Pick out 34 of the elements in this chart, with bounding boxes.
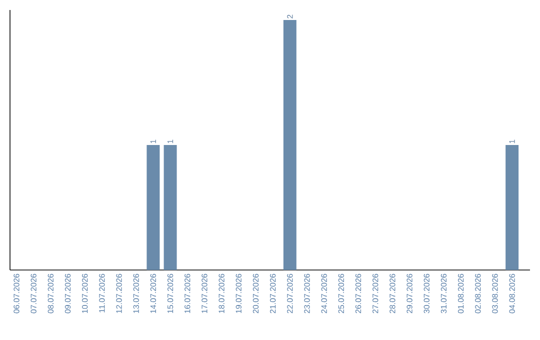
x-tick-label: 21.07.2026 [270, 274, 276, 314]
x-tick-label: 01.08.2026 [458, 274, 464, 314]
x-tick-label: 26.07.2026 [355, 274, 362, 314]
data-label: 1 [509, 140, 515, 144]
x-tick-label: 31.07.2026 [440, 274, 447, 314]
x-tick-label: 22.07.2026 [287, 274, 293, 314]
x-tick-label: 08.07.2026 [48, 274, 54, 314]
x-tick-label: 11.07.2026 [99, 274, 105, 312]
x-tick-label: 17.07.2026 [202, 274, 208, 313]
x-tick-label: 28.07.2026 [390, 274, 396, 314]
x-tick-label: 23.07.2026 [304, 274, 310, 314]
x-tick-label: 27.07.2026 [372, 274, 378, 314]
data-label: 1 [150, 140, 156, 144]
x-tick-label: 30.07.2026 [424, 274, 430, 314]
x-tick-label: 10.07.2026 [82, 274, 88, 313]
data-label: 1 [168, 140, 174, 144]
x-tick-label: 15.07.2026 [167, 274, 174, 313]
data-label: 2 [287, 14, 293, 18]
x-tick-label: 13.07.2026 [133, 274, 139, 313]
x-tick-label: 20.07.2026 [252, 274, 259, 314]
x-tick-label: 16.07.2026 [184, 274, 190, 313]
x-tick-label: 06.07.2026 [14, 274, 20, 314]
x-tick-label: 02.08.2026 [475, 274, 481, 314]
x-tick-label: 04.08.2026 [509, 274, 515, 314]
x-tick-label: 25.07.2026 [338, 274, 344, 314]
x-tick-label: 12.07.2026 [116, 274, 122, 313]
x-tick-label: 29.07.2026 [406, 274, 412, 314]
x-tick-label: 07.07.2026 [30, 274, 36, 314]
x-tick-label: 24.07.2026 [321, 274, 327, 314]
x-tick-label: 03.08.2026 [492, 274, 498, 314]
x-tick-label: 14.07.2026 [150, 274, 156, 313]
x-tick-label: 18.07.2026 [218, 274, 224, 313]
x-tick-label: 09.07.2026 [64, 274, 71, 314]
x-tick-label: 19.07.2026 [236, 274, 242, 313]
